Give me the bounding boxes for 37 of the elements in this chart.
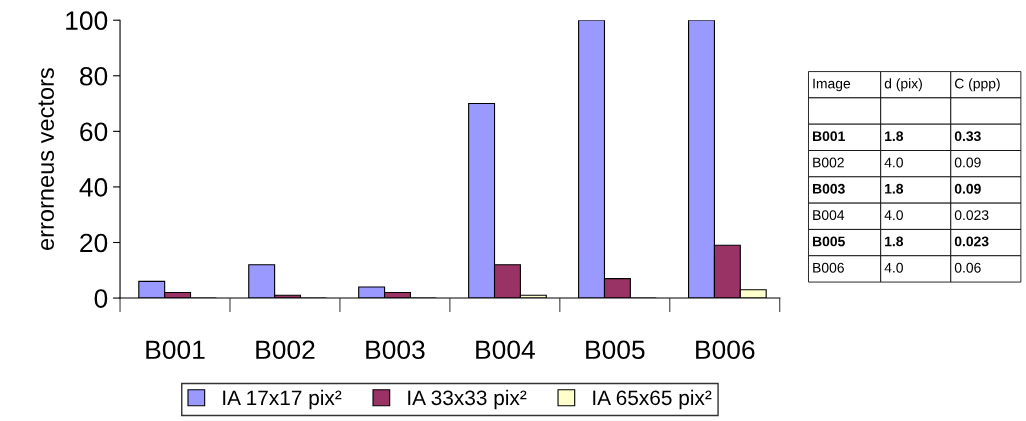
text: 0.33 — [954, 131, 981, 142]
category-label: Image — [813, 78, 851, 92]
category-label: C (ppp) — [954, 78, 1000, 92]
legend-label: IA 33x33 pix² — [408, 389, 527, 410]
text: 4.0 — [884, 262, 903, 273]
y-axis-title: errorneus vectors — [38, 68, 54, 250]
text: B005 — [813, 236, 845, 247]
text: 1.8 — [885, 183, 904, 194]
y-tick-label: 20 — [80, 233, 108, 253]
y-tick-label: 100 — [66, 11, 108, 31]
text: 1.8 — [885, 131, 904, 142]
legend-label: IA 65x65 pix² — [593, 389, 712, 410]
text: 0.09 — [954, 157, 981, 168]
x-tick-label: B001 — [146, 340, 205, 360]
y-tick-label: 60 — [80, 122, 108, 142]
text: B001 — [813, 131, 845, 142]
text: 0.023 — [954, 236, 989, 247]
text: 0.023 — [954, 210, 989, 221]
x-tick-label: B005 — [586, 340, 645, 360]
y-tick-label: 40 — [79, 178, 108, 197]
x-tick-label: B003 — [366, 340, 425, 360]
text: B002 — [813, 157, 844, 168]
text: 0.06 — [954, 262, 981, 273]
text: 0.09 — [954, 183, 981, 194]
x-tick-label: B006 — [696, 340, 755, 360]
x-tick-label: B004 — [476, 340, 535, 360]
text: B003 — [813, 183, 845, 194]
text: 4.0 — [884, 210, 903, 221]
y-tick-label: 0 — [94, 289, 108, 308]
text: 1.8 — [885, 236, 904, 247]
x-tick-label: B002 — [256, 340, 315, 360]
y-tick-label: 80 — [80, 66, 108, 86]
text: 4.0 — [884, 157, 903, 168]
category-label: d (pix) — [884, 78, 922, 92]
text: B004 — [813, 210, 845, 221]
legend-label: IA 17x17 pix² — [223, 389, 342, 410]
text: B006 — [813, 262, 844, 273]
